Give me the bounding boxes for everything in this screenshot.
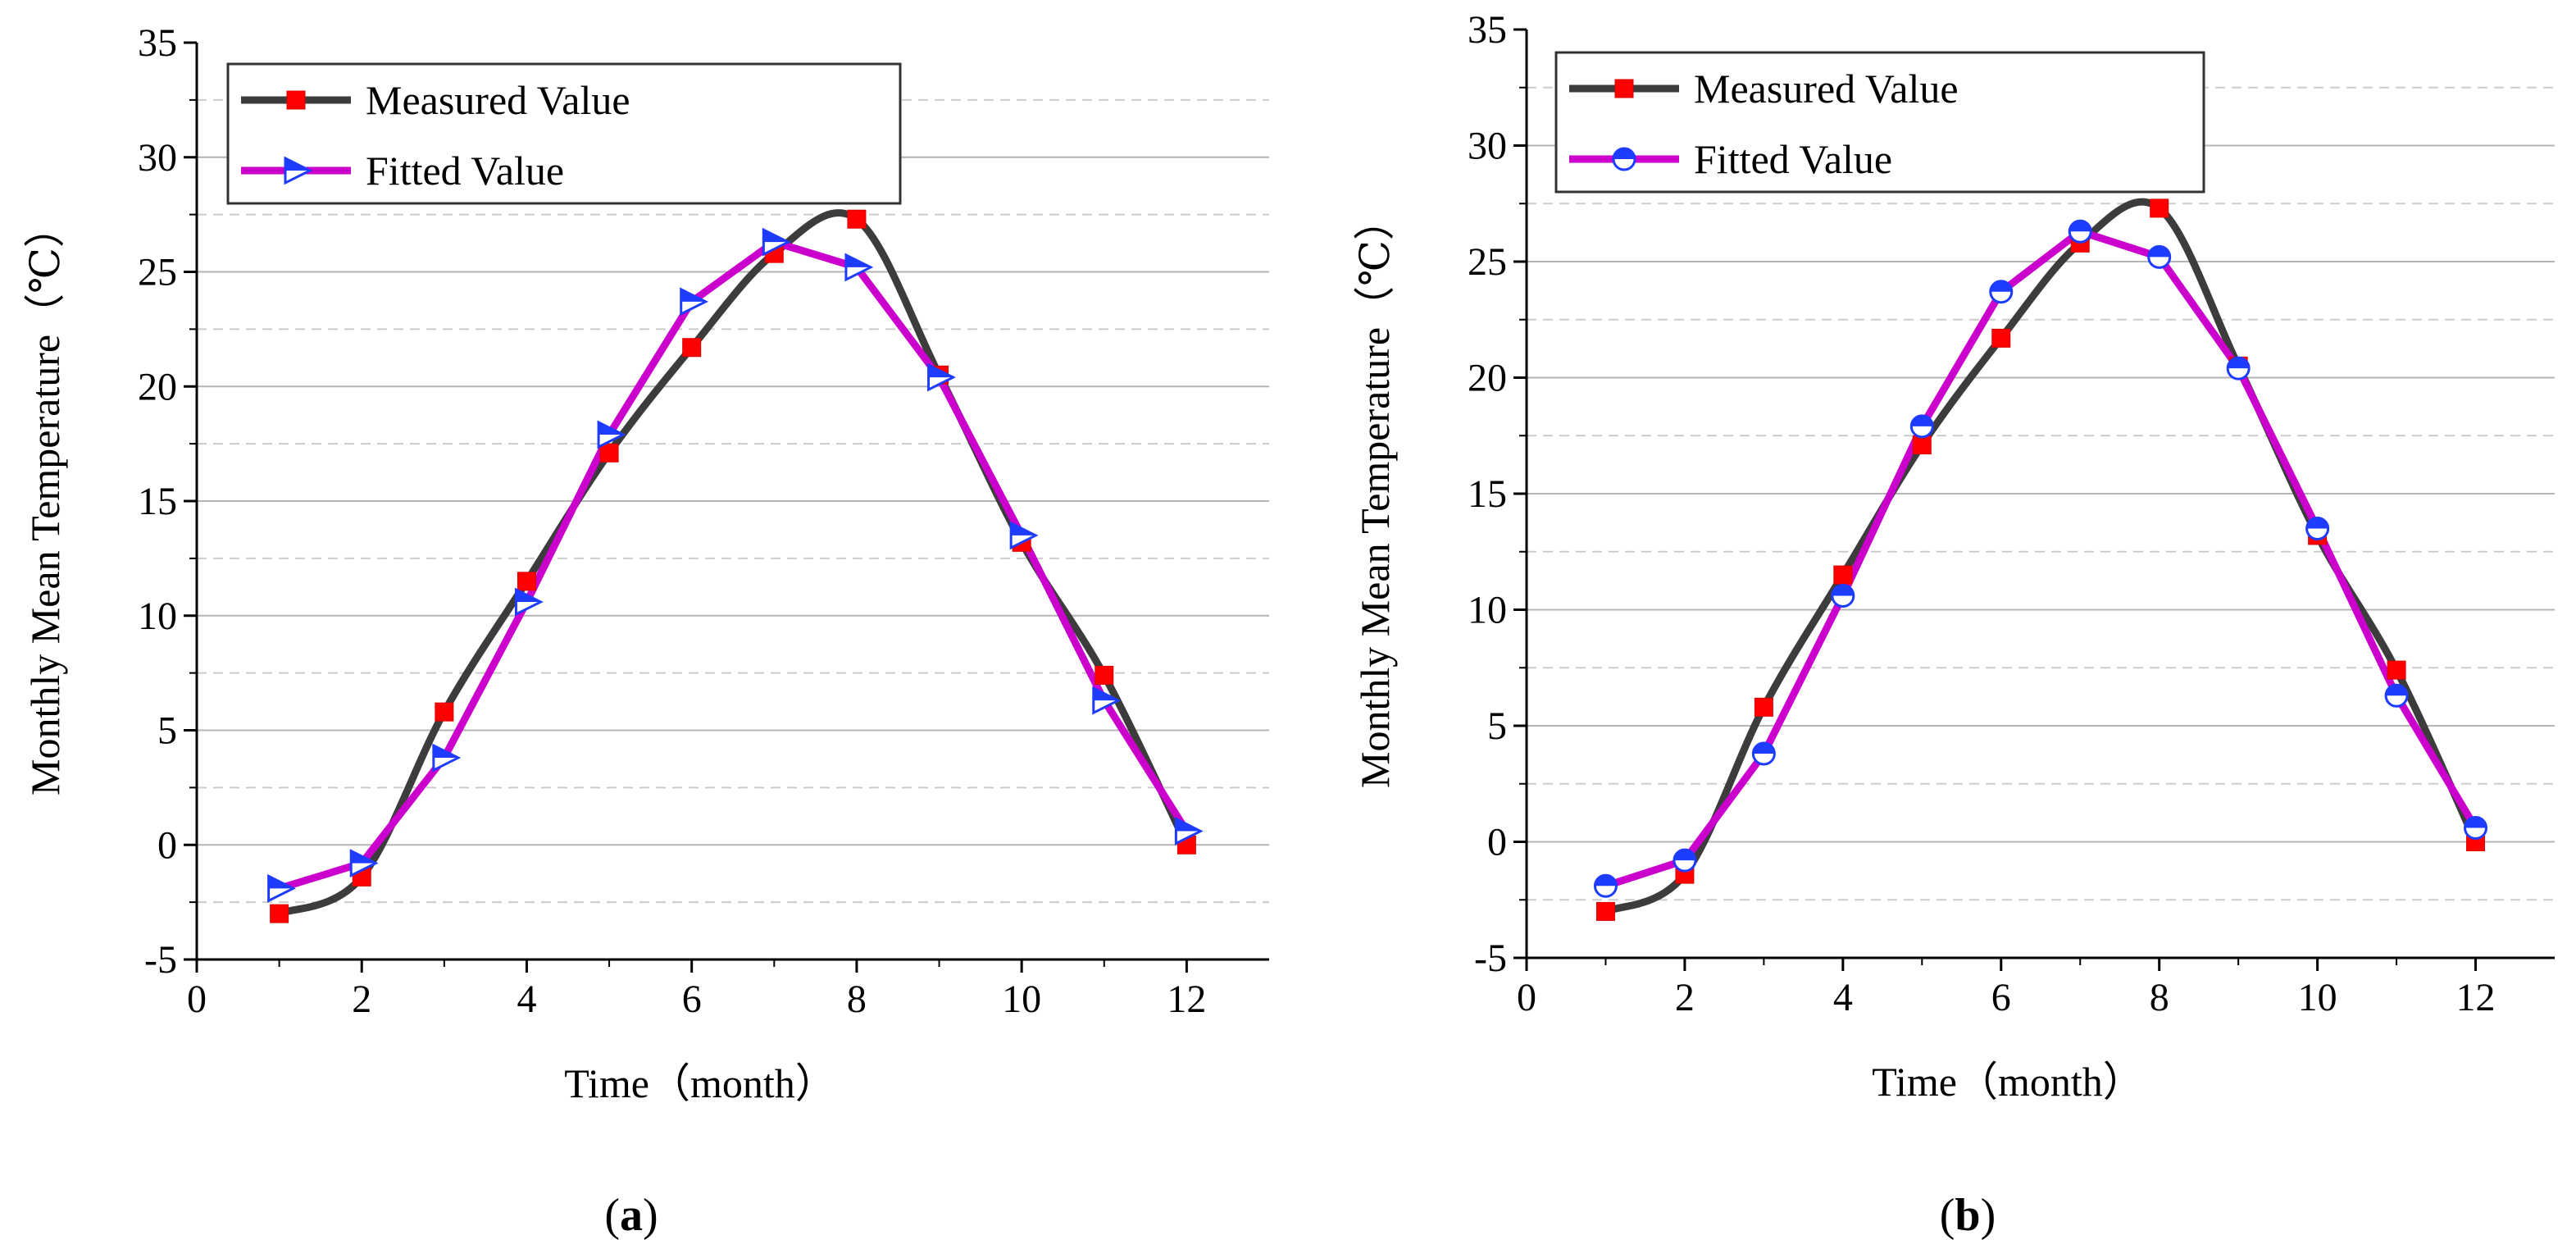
fitted-point <box>2147 244 2172 269</box>
x-axis-title: Time（month） <box>1872 1059 2144 1105</box>
fitted-point <box>349 849 379 878</box>
panel-label-close: ) <box>643 1190 658 1241</box>
legend-label: Fitted Value <box>366 148 564 194</box>
y-tick-label: 10 <box>1468 589 1507 632</box>
y-axis-title: Monthly Mean Temperature（℃） <box>22 207 68 795</box>
legend-box <box>1554 51 2205 194</box>
fitted-point <box>1909 414 1934 439</box>
fitted-point <box>597 420 626 449</box>
x-tick-label: 10 <box>1002 978 1041 1021</box>
series-line-fitted-value <box>1602 227 2479 890</box>
y-tick-label: 5 <box>157 709 177 753</box>
y-tick-label: 25 <box>138 251 177 294</box>
x-tick-label: 12 <box>1167 978 1206 1021</box>
y-tick-label: 35 <box>1468 8 1507 52</box>
measured-point <box>2150 198 2169 218</box>
measured-point <box>1991 328 2011 348</box>
y-tick-label: 30 <box>1468 125 1507 168</box>
x-tick-label: 12 <box>2456 976 2496 1019</box>
fitted-point <box>514 587 544 617</box>
legend-label: Measured Value <box>366 77 630 123</box>
legend-label: Measured Value <box>1694 66 1959 112</box>
measured-point <box>847 209 867 229</box>
measured-point <box>517 572 536 591</box>
legend-marker <box>1612 147 1636 171</box>
y-tick-label: 15 <box>138 480 177 523</box>
fitted-point <box>2068 219 2092 244</box>
fitted-point <box>1673 848 1697 873</box>
x-tick-label: 6 <box>682 978 702 1021</box>
panel-label-letter: a <box>620 1190 643 1241</box>
x-tick-label: 2 <box>352 978 371 1021</box>
fitted-point <box>1831 584 1855 608</box>
fitted-point <box>2226 356 2251 381</box>
y-tick-label: -5 <box>144 938 177 982</box>
x-axis-title: Time（month） <box>564 1060 836 1106</box>
x-tick-label: 8 <box>847 978 867 1021</box>
fitted-point <box>1989 280 2014 304</box>
x-tick-label: 4 <box>1833 976 1853 1019</box>
x-tick-label: 6 <box>1991 976 2011 1019</box>
fitted-point <box>1174 817 1204 846</box>
measured-point <box>599 443 619 463</box>
fitted-point <box>1593 873 1618 898</box>
fitted-point <box>844 253 874 282</box>
fitted-point <box>2384 683 2409 708</box>
y-tick-label: 0 <box>157 823 177 867</box>
measured-point <box>270 904 289 923</box>
y-axis-title: Monthly Mean Temperature（℃） <box>1352 199 1398 788</box>
panel-label-open: ( <box>1940 1190 1955 1241</box>
legend-marker <box>284 156 313 185</box>
y-tick-label: 10 <box>138 595 177 638</box>
y-tick-label: 25 <box>1468 240 1507 284</box>
measured-point <box>1912 435 1932 455</box>
y-tick-label: 20 <box>1468 357 1507 400</box>
measured-point <box>435 702 454 722</box>
legend-label: Fitted Value <box>1694 136 1892 182</box>
x-tick-label: 0 <box>1517 976 1536 1019</box>
measured-point <box>682 338 702 358</box>
measured-point <box>1754 697 1773 717</box>
y-tick-label: 5 <box>1487 704 1507 748</box>
panel-label-close: ) <box>1981 1190 1996 1241</box>
fitted-point <box>680 287 709 317</box>
y-tick-label: 0 <box>1487 821 1507 864</box>
y-tick-label: -5 <box>1474 937 1507 980</box>
measured-point <box>1095 665 1114 685</box>
y-tick-label: 35 <box>138 21 177 65</box>
fitted-point <box>1751 741 1776 766</box>
x-tick-label: 8 <box>2150 976 2169 1019</box>
measured-point <box>1833 565 1853 585</box>
measured-point <box>1595 901 1615 921</box>
panel-label: (a) <box>604 1190 658 1241</box>
fitted-point <box>1009 521 1039 550</box>
fitted-point <box>2464 816 2488 841</box>
y-tick-label: 30 <box>138 136 177 180</box>
fitted-point <box>762 227 791 257</box>
x-tick-label: 0 <box>187 978 207 1021</box>
fitted-point <box>432 743 462 773</box>
panel-label: (b) <box>1940 1190 1996 1241</box>
legend-marker <box>286 90 306 110</box>
fitted-point <box>2305 516 2330 540</box>
fitted-point <box>927 362 956 392</box>
panel-label-open: ( <box>604 1190 620 1241</box>
panel-label-letter: b <box>1955 1190 1980 1241</box>
x-tick-label: 10 <box>2298 976 2337 1019</box>
legend-marker <box>1614 79 1634 98</box>
fitted-point <box>267 873 296 903</box>
x-tick-label: 4 <box>517 978 536 1021</box>
measured-point <box>2387 660 2406 680</box>
legend-box <box>226 62 902 205</box>
y-tick-label: 20 <box>138 365 177 408</box>
x-tick-label: 2 <box>1675 976 1695 1019</box>
y-tick-label: 15 <box>1468 472 1507 516</box>
series-line-fitted-value <box>275 238 1190 892</box>
fitted-point <box>1092 686 1122 715</box>
